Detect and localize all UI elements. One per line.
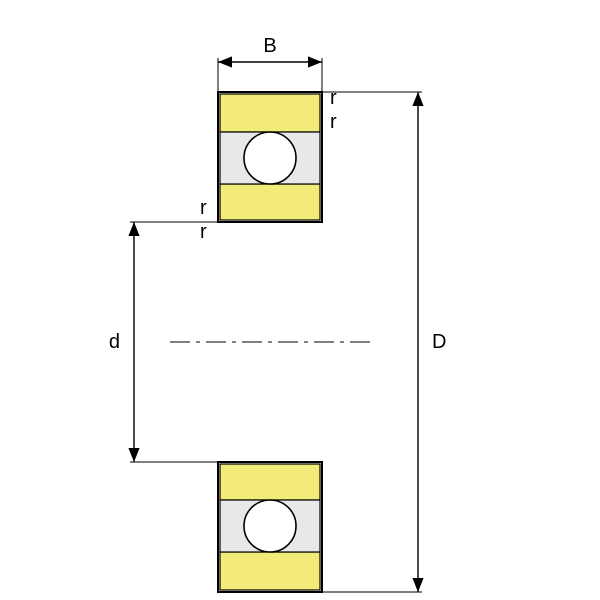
dim-label: D [432, 331, 446, 353]
radius-label: r [330, 111, 337, 133]
bearing-diagram: BDd rrrr [0, 0, 600, 600]
radius-label: r [200, 197, 207, 219]
dim-label: d [109, 331, 120, 353]
dim-label: B [263, 35, 276, 57]
radius-label: r [200, 221, 207, 243]
radius-label: r [330, 87, 337, 109]
